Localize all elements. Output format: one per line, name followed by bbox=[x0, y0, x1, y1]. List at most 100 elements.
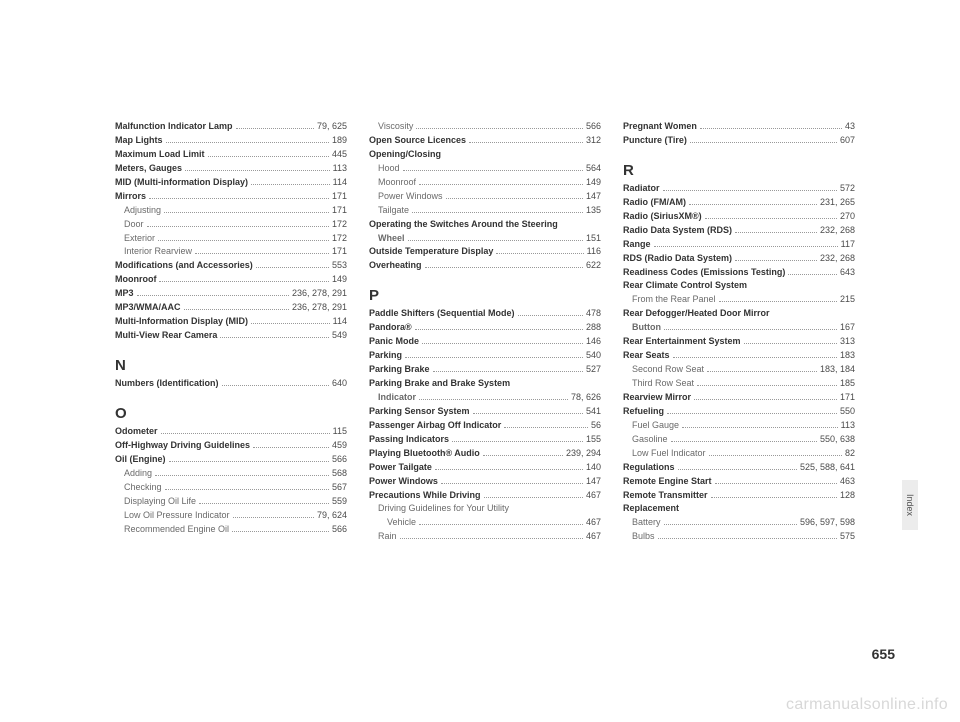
index-entry: Hood564 bbox=[369, 162, 601, 176]
entry-label: Panic Mode bbox=[369, 335, 419, 349]
index-entry: Interior Rearview171 bbox=[115, 245, 347, 259]
leader-dots bbox=[159, 281, 328, 282]
entry-pages: 114 bbox=[333, 176, 347, 190]
index-entry: Rear Entertainment System313 bbox=[623, 335, 855, 349]
entry-label: Remote Transmitter bbox=[623, 489, 708, 503]
leader-dots bbox=[155, 475, 329, 476]
entry-label: Pandora® bbox=[369, 321, 412, 335]
entry-label: Battery bbox=[623, 516, 661, 530]
leader-dots bbox=[663, 190, 837, 191]
entry-label: Vehicle bbox=[369, 516, 416, 530]
leader-dots bbox=[452, 441, 583, 442]
entry-label: Recommended Engine Oil bbox=[115, 523, 229, 537]
page-number: 655 bbox=[872, 646, 895, 662]
entry-label: Precautions While Driving bbox=[369, 489, 481, 503]
entry-pages: 312 bbox=[586, 134, 601, 148]
leader-dots bbox=[711, 497, 837, 498]
index-entry: Fuel Gauge113 bbox=[623, 419, 855, 433]
leader-dots bbox=[164, 212, 329, 213]
leader-dots bbox=[199, 503, 329, 504]
index-entry: Tailgate135 bbox=[369, 204, 601, 218]
section-letter: R bbox=[623, 162, 855, 179]
entry-label: Numbers (Identification) bbox=[115, 377, 219, 391]
leader-dots bbox=[169, 461, 329, 462]
index-entry: RDS (Radio Data System)232, 268 bbox=[623, 252, 855, 266]
entry-pages: 146 bbox=[586, 335, 601, 349]
leader-dots bbox=[419, 524, 583, 525]
index-entry: MP3236, 278, 291 bbox=[115, 287, 347, 301]
entry-label: Third Row Seat bbox=[623, 377, 694, 391]
leader-dots bbox=[744, 343, 837, 344]
leader-dots bbox=[253, 447, 329, 448]
leader-dots bbox=[678, 469, 797, 470]
entry-pages: 78, 626 bbox=[571, 391, 601, 405]
leader-dots bbox=[149, 198, 329, 199]
entry-pages: 445 bbox=[332, 148, 347, 162]
index-entry: Odometer115 bbox=[115, 425, 347, 439]
entry-pages: 239, 294 bbox=[566, 447, 601, 461]
entry-label: Paddle Shifters (Sequential Mode) bbox=[369, 307, 515, 321]
leader-dots bbox=[251, 184, 330, 185]
entry-label: Off-Highway Driving Guidelines bbox=[115, 439, 250, 453]
leader-dots bbox=[697, 385, 837, 386]
entry-pages: 43 bbox=[845, 120, 855, 134]
entry-label: Parking Sensor System bbox=[369, 405, 470, 419]
entry-pages: 113 bbox=[333, 162, 347, 176]
entry-pages: 550, 638 bbox=[820, 433, 855, 447]
leader-dots bbox=[735, 260, 817, 261]
leader-dots bbox=[185, 170, 330, 171]
index-entry: Malfunction Indicator Lamp 79, 625 bbox=[115, 120, 347, 134]
entry-pages: 155 bbox=[586, 433, 601, 447]
index-entry: Wheel151 bbox=[369, 232, 601, 246]
entry-label: Radiator bbox=[623, 182, 660, 196]
entry-label: Range bbox=[623, 238, 651, 252]
entry-label: Parking Brake and Brake System bbox=[369, 377, 510, 391]
index-entry: Third Row Seat185 bbox=[623, 377, 855, 391]
entry-pages: 82 bbox=[845, 447, 855, 461]
leader-dots bbox=[416, 128, 583, 129]
entry-label: Rear Entertainment System bbox=[623, 335, 741, 349]
leader-dots bbox=[222, 385, 329, 386]
entry-label: Radio (FM/AM) bbox=[623, 196, 686, 210]
entry-pages: 467 bbox=[586, 516, 601, 530]
entry-label: Radio Data System (RDS) bbox=[623, 224, 732, 238]
section-letter: O bbox=[115, 405, 347, 422]
index-entry: Remote Transmitter128 bbox=[623, 489, 855, 503]
entry-pages: 566 bbox=[332, 523, 347, 537]
leader-dots bbox=[441, 483, 583, 484]
entry-label: Tailgate bbox=[369, 204, 409, 218]
entry-label: Moonroof bbox=[369, 176, 416, 190]
entry-label: Malfunction Indicator Lamp bbox=[115, 120, 233, 134]
index-entry: Map Lights189 bbox=[115, 134, 347, 148]
entry-label: MP3 bbox=[115, 287, 134, 301]
entry-pages: 189 bbox=[332, 134, 347, 148]
entry-pages: 79, 625 bbox=[317, 120, 347, 134]
entry-pages: 172 bbox=[332, 232, 347, 246]
entry-pages: 463 bbox=[840, 475, 855, 489]
leader-dots bbox=[700, 128, 842, 129]
leader-dots bbox=[446, 198, 583, 199]
leader-dots bbox=[707, 371, 817, 372]
leader-dots bbox=[233, 517, 314, 518]
entry-pages: 566 bbox=[332, 453, 347, 467]
leader-dots bbox=[422, 343, 583, 344]
index-entry: Gasoline550, 638 bbox=[623, 433, 855, 447]
index-entry: Parking Brake527 bbox=[369, 363, 601, 377]
entry-label: Adjusting bbox=[115, 204, 161, 218]
leader-dots bbox=[504, 427, 588, 428]
entry-pages: 172 bbox=[332, 218, 347, 232]
entry-pages: 232, 268 bbox=[820, 224, 855, 238]
entry-label: Second Row Seat bbox=[623, 363, 704, 377]
index-entry: Range117 bbox=[623, 238, 855, 252]
index-entry: Radio Data System (RDS) 232, 268 bbox=[623, 224, 855, 238]
leader-dots bbox=[220, 337, 329, 338]
leader-dots bbox=[184, 309, 289, 310]
entry-label: Displaying Oil Life bbox=[115, 495, 196, 509]
entry-label: Maximum Load Limit bbox=[115, 148, 205, 162]
entry-pages: 467 bbox=[586, 489, 601, 503]
leader-dots bbox=[405, 357, 583, 358]
leader-dots bbox=[715, 483, 837, 484]
entry-label: Modifications (and Accessories) bbox=[115, 259, 253, 273]
entry-pages: 171 bbox=[840, 391, 855, 405]
entry-label: Meters, Gauges bbox=[115, 162, 182, 176]
